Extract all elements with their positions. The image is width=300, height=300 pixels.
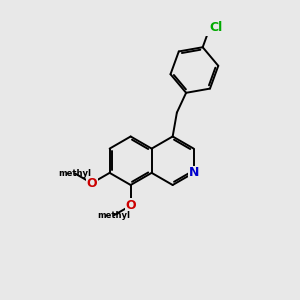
Text: methyl: methyl [97, 211, 130, 220]
Text: N: N [188, 167, 199, 179]
Text: methyl: methyl [58, 169, 92, 178]
Text: O: O [125, 199, 136, 212]
Text: Cl: Cl [210, 21, 223, 34]
Text: O: O [86, 177, 97, 190]
